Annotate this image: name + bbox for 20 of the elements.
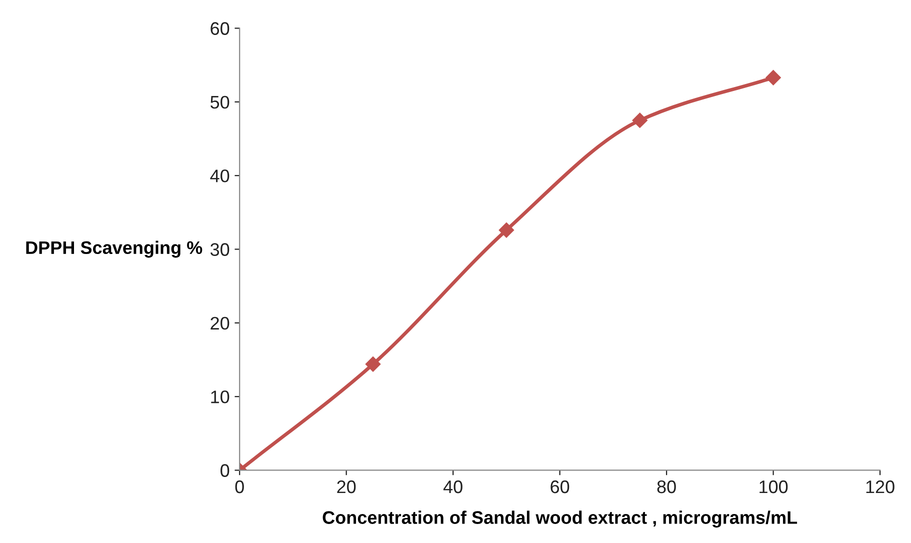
point — [766, 70, 781, 86]
x-tick-label: 0 — [235, 480, 244, 494]
x-tick-label: 80 — [657, 480, 676, 494]
point — [498, 222, 514, 238]
y-tick-label: 10 — [211, 390, 230, 404]
y-tick-label: 50 — [210, 96, 230, 109]
x-tick-label: 60 — [550, 480, 570, 494]
y-tick-label: 0 — [220, 464, 230, 477]
y-tick-label: 60 — [210, 22, 230, 35]
y-tick-label: 30 — [210, 243, 230, 256]
x-tick-label: 20 — [337, 480, 356, 494]
point — [365, 356, 381, 372]
x-axis-title: Concentration of Sandal wood extract , micrograms/mL — [322, 510, 798, 528]
y-tick-label: 20 — [210, 316, 230, 330]
point — [632, 112, 648, 128]
y-axis-title: DPPH Scavenging % — [26, 240, 202, 258]
x-tick-label: 40 — [443, 480, 462, 494]
x-tick-label: 120 — [866, 480, 894, 494]
y-tick-label: 40 — [210, 170, 230, 182]
x-tick-label: 100 — [760, 480, 788, 494]
